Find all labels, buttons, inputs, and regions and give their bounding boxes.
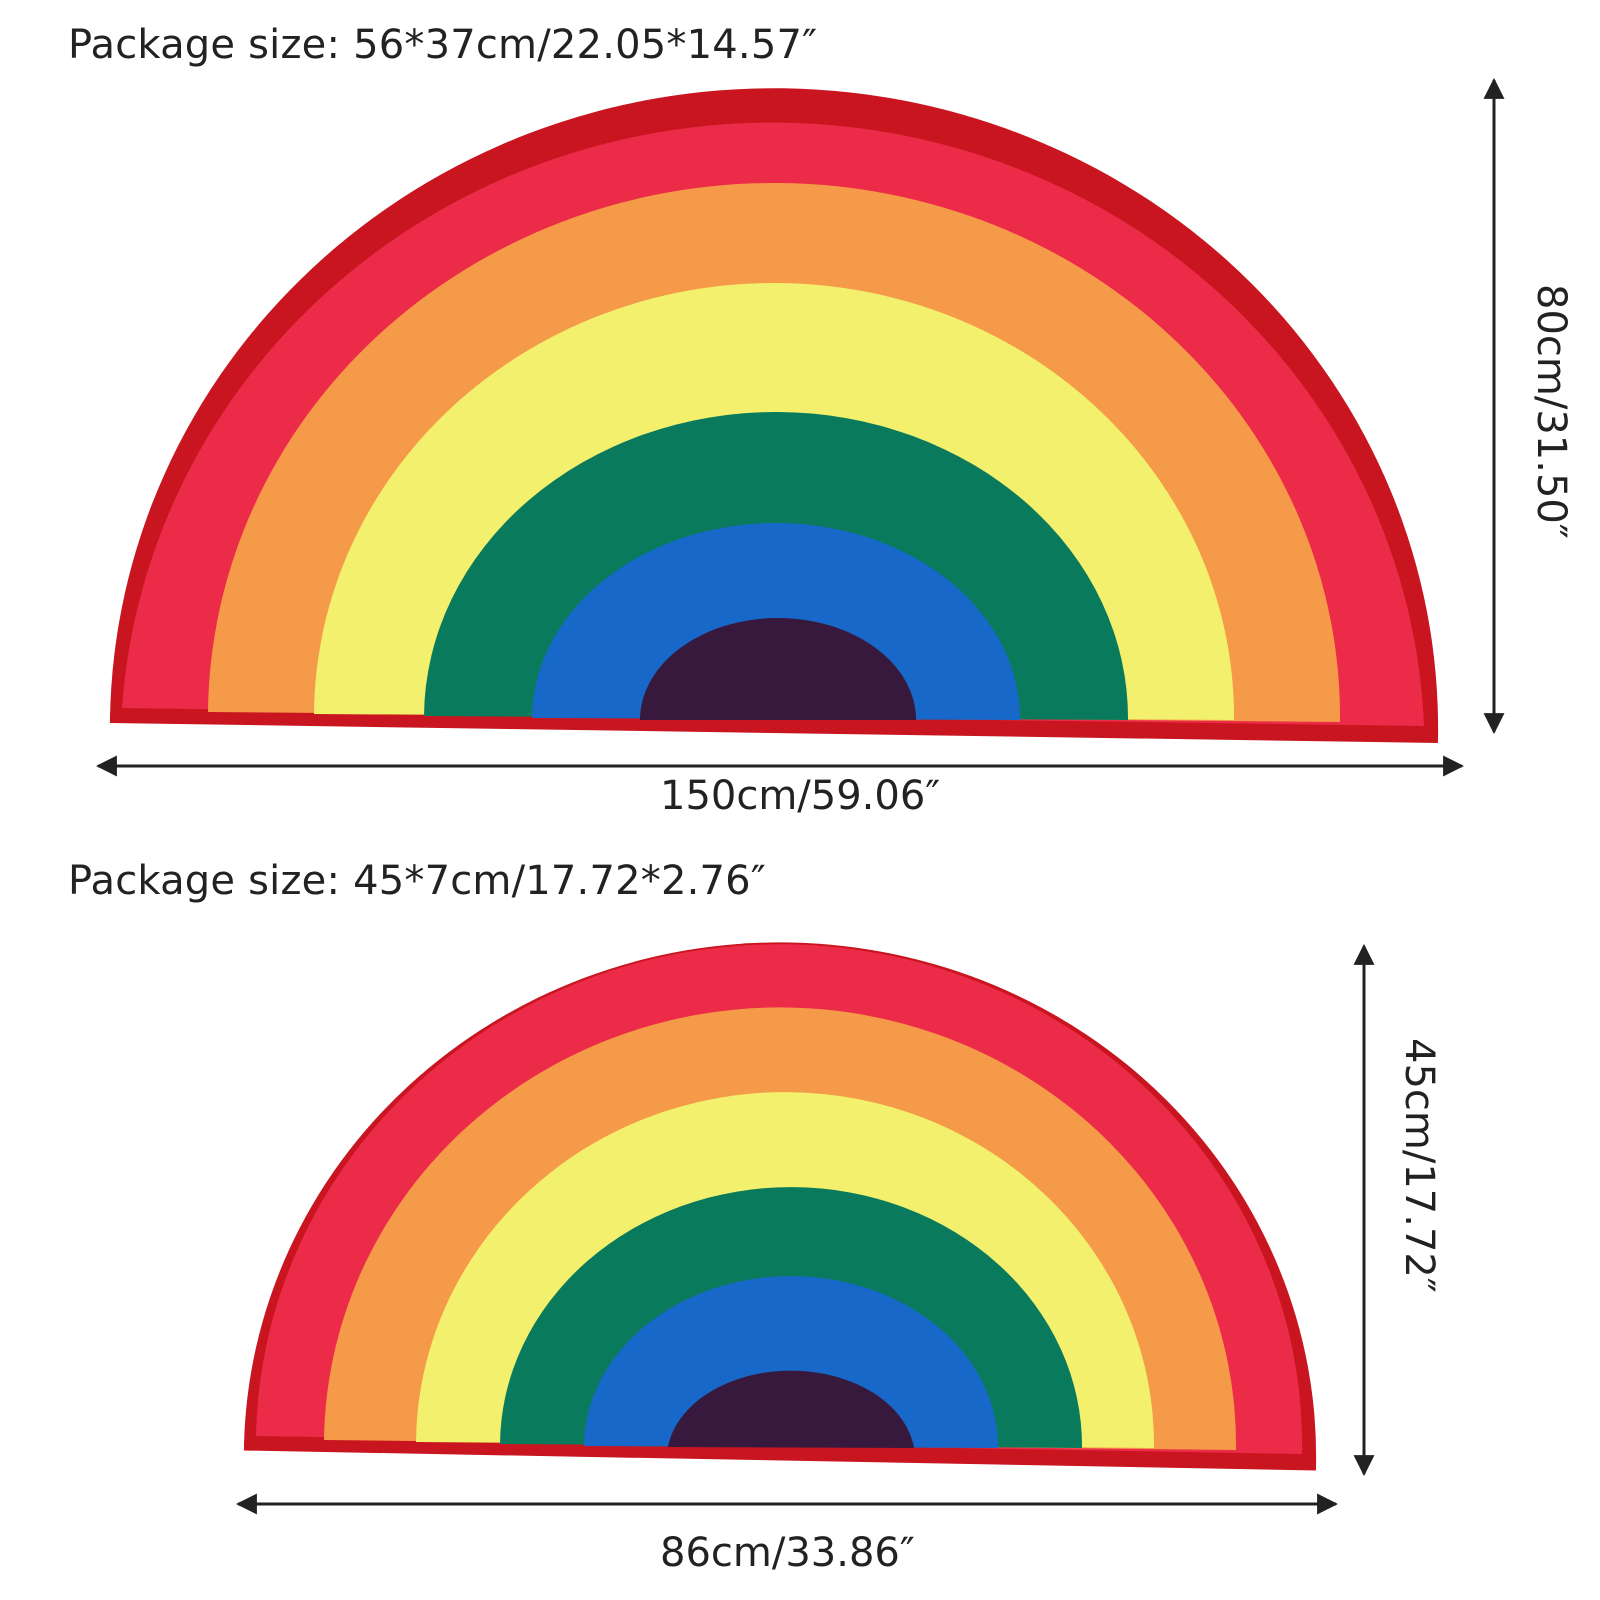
large-rainbow-rug <box>109 88 1439 743</box>
small-band-purple <box>668 1370 914 1448</box>
package-size-small: Package size: 45*7cm/17.72*2.76″ <box>68 858 766 904</box>
package-size-large: Package size: 56*37cm/22.05*14.57″ <box>68 22 818 68</box>
small-band-blue <box>584 1276 999 1448</box>
small-rug-bottom-edge <box>243 1441 1317 1471</box>
small-rainbow-rug <box>243 942 1317 1471</box>
small-height-label: 45cm/17.72″ <box>1396 1038 1442 1293</box>
large-band-purple <box>640 618 916 720</box>
large-rug-bottom-edge <box>109 713 1439 743</box>
small-width-label: 86cm/33.86″ <box>660 1530 915 1576</box>
large-width-label: 150cm/59.06″ <box>660 773 941 819</box>
large-height-label: 80cm/31.50″ <box>1528 284 1574 539</box>
